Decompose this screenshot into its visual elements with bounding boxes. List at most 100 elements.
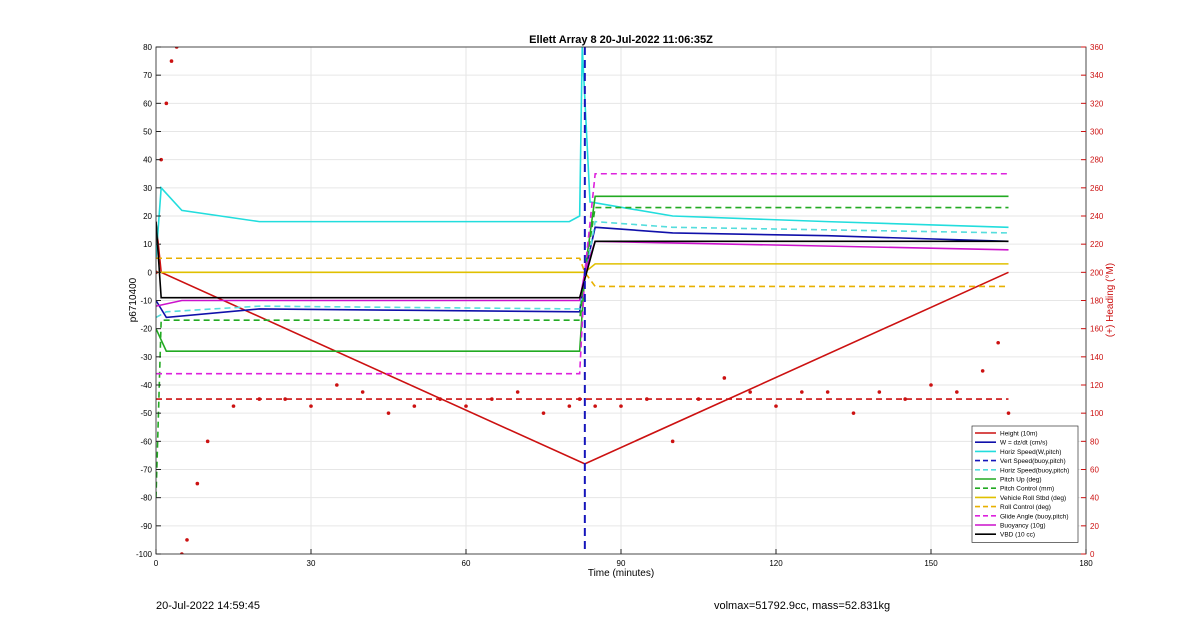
y2-tick-label: 60 <box>1090 466 1099 475</box>
y2-tick-label: 0 <box>1090 550 1095 559</box>
y2-tick-label: 260 <box>1090 184 1104 193</box>
x-tick-label: 120 <box>769 559 783 568</box>
y2-tick-label: 280 <box>1090 156 1104 165</box>
y-tick-label: -50 <box>140 409 152 418</box>
heading-dot <box>825 390 830 394</box>
legend-entry: Vert Speed(buoy,pitch) <box>1000 458 1066 465</box>
heading-dot <box>464 404 468 408</box>
heading-dot <box>619 404 623 408</box>
heading-dot <box>335 383 339 387</box>
legend-entry: W = dz/dt (cm/s) <box>1000 440 1048 447</box>
heading-dot <box>185 538 189 542</box>
y2-tick-label: 320 <box>1090 99 1104 108</box>
heading-dot <box>800 390 804 394</box>
legend-entry: Buoyancy (10g) <box>1000 523 1046 530</box>
y2-tick-label: 40 <box>1090 494 1099 503</box>
y2-tick-label: 80 <box>1090 437 1099 446</box>
x-tick-label: 180 <box>1079 559 1093 568</box>
y2-tick-label: 220 <box>1090 240 1104 249</box>
heading-dot <box>174 47 179 49</box>
series-line-8 <box>156 257 1009 288</box>
heading-dot <box>412 404 417 408</box>
y-tick-label: 70 <box>143 71 152 80</box>
heading-dot <box>164 101 169 106</box>
x-axis-label: Time (minutes) <box>588 568 654 579</box>
x-tick-label: 60 <box>462 559 471 568</box>
heading-dot <box>670 439 675 444</box>
x-tick-label: 150 <box>924 559 938 568</box>
legend-entry: Pitch Up (deg) <box>1000 477 1042 484</box>
heading-dot <box>515 390 520 394</box>
y-tick-label: -100 <box>136 550 153 559</box>
x-tick-label: 30 <box>307 559 316 568</box>
series-line-9 <box>156 172 1009 375</box>
y-tick-label: 60 <box>143 99 152 108</box>
y-tick-label: -80 <box>140 494 152 503</box>
y2-tick-label: 300 <box>1090 128 1104 137</box>
footer-volmax-mass: volmax=51792.9cc, mass=52.831kg <box>714 600 891 612</box>
heading-dot <box>851 411 856 415</box>
y2-tick-label: 340 <box>1090 71 1104 80</box>
legend: Height (10m) W = dz/dt (cm/s) Horiz Speed(… <box>971 425 1079 543</box>
heading-dot <box>490 397 494 401</box>
y-tick-label: -20 <box>140 325 152 334</box>
y-tick-label: 10 <box>143 240 152 249</box>
heading-dot <box>980 369 985 373</box>
heading-dot <box>169 59 174 63</box>
heading-dot <box>774 404 778 408</box>
heading-dot <box>360 390 365 394</box>
heading-dot <box>722 376 727 380</box>
legend-entry: Height (10m) <box>1000 431 1038 438</box>
y-tick-label: 20 <box>143 212 152 221</box>
heading-dot <box>696 397 701 401</box>
heading-dot <box>1006 411 1011 415</box>
y2-tick-label: 120 <box>1090 381 1104 390</box>
y-tick-label: -60 <box>140 437 152 446</box>
y-tick-label: -40 <box>140 381 152 390</box>
chart-title: Ellett Array 8 20-Jul-2022 11:06:35Z <box>529 34 713 46</box>
heading-dot <box>567 404 572 408</box>
y-tick-label: -70 <box>140 466 152 475</box>
heading-dot <box>541 411 546 415</box>
heading-dot <box>748 390 752 394</box>
heading-dot <box>903 397 907 401</box>
heading-dot <box>195 481 200 486</box>
x-tick-label: 0 <box>154 559 159 568</box>
y-tick-label: 50 <box>143 128 152 137</box>
y2-tick-label: 240 <box>1090 212 1104 221</box>
y-tick-label: -30 <box>140 353 152 362</box>
series-line-2 <box>156 47 1009 259</box>
y2-tick-label: 140 <box>1090 353 1104 362</box>
y-tick-label: 80 <box>143 43 152 52</box>
heading-dot <box>593 404 597 408</box>
y-tick-label: 30 <box>143 184 152 193</box>
legend-box <box>971 425 1079 543</box>
heading-dot <box>309 404 313 408</box>
heading-dot <box>645 397 649 401</box>
y-tick-label: 40 <box>143 156 152 165</box>
heading-dot <box>283 397 287 401</box>
heading-dot <box>205 439 210 444</box>
heading-dot <box>577 397 582 401</box>
series-line-0 <box>156 221 1009 465</box>
y2-tick-label: 100 <box>1090 409 1104 418</box>
heading-dot <box>877 390 882 394</box>
heading-dot <box>180 552 184 554</box>
y-axis-label: p6710400 <box>128 277 139 322</box>
y2-tick-label: 200 <box>1090 268 1104 277</box>
y2-tick-label: 180 <box>1090 297 1104 306</box>
y2-axis-label: (+) Heading (°M) <box>1105 263 1116 337</box>
heading-dot <box>257 397 262 401</box>
heading-dot <box>231 404 236 408</box>
heading-dot <box>996 340 1000 345</box>
heading-dot <box>438 397 442 401</box>
legend-entry: Horiz Speed(W,pitch) <box>1000 449 1061 456</box>
y-tick-label: -90 <box>140 522 152 531</box>
series-line-4 <box>156 220 1009 319</box>
legend-entry: Glide Angle (buoy,pitch) <box>1000 513 1069 520</box>
series-line-6 <box>156 206 1009 498</box>
series-line-7 <box>156 263 1009 274</box>
y-tick-label: 0 <box>148 268 153 277</box>
legend-entry: Horiz Speed(buoy,pitch) <box>1000 467 1069 474</box>
